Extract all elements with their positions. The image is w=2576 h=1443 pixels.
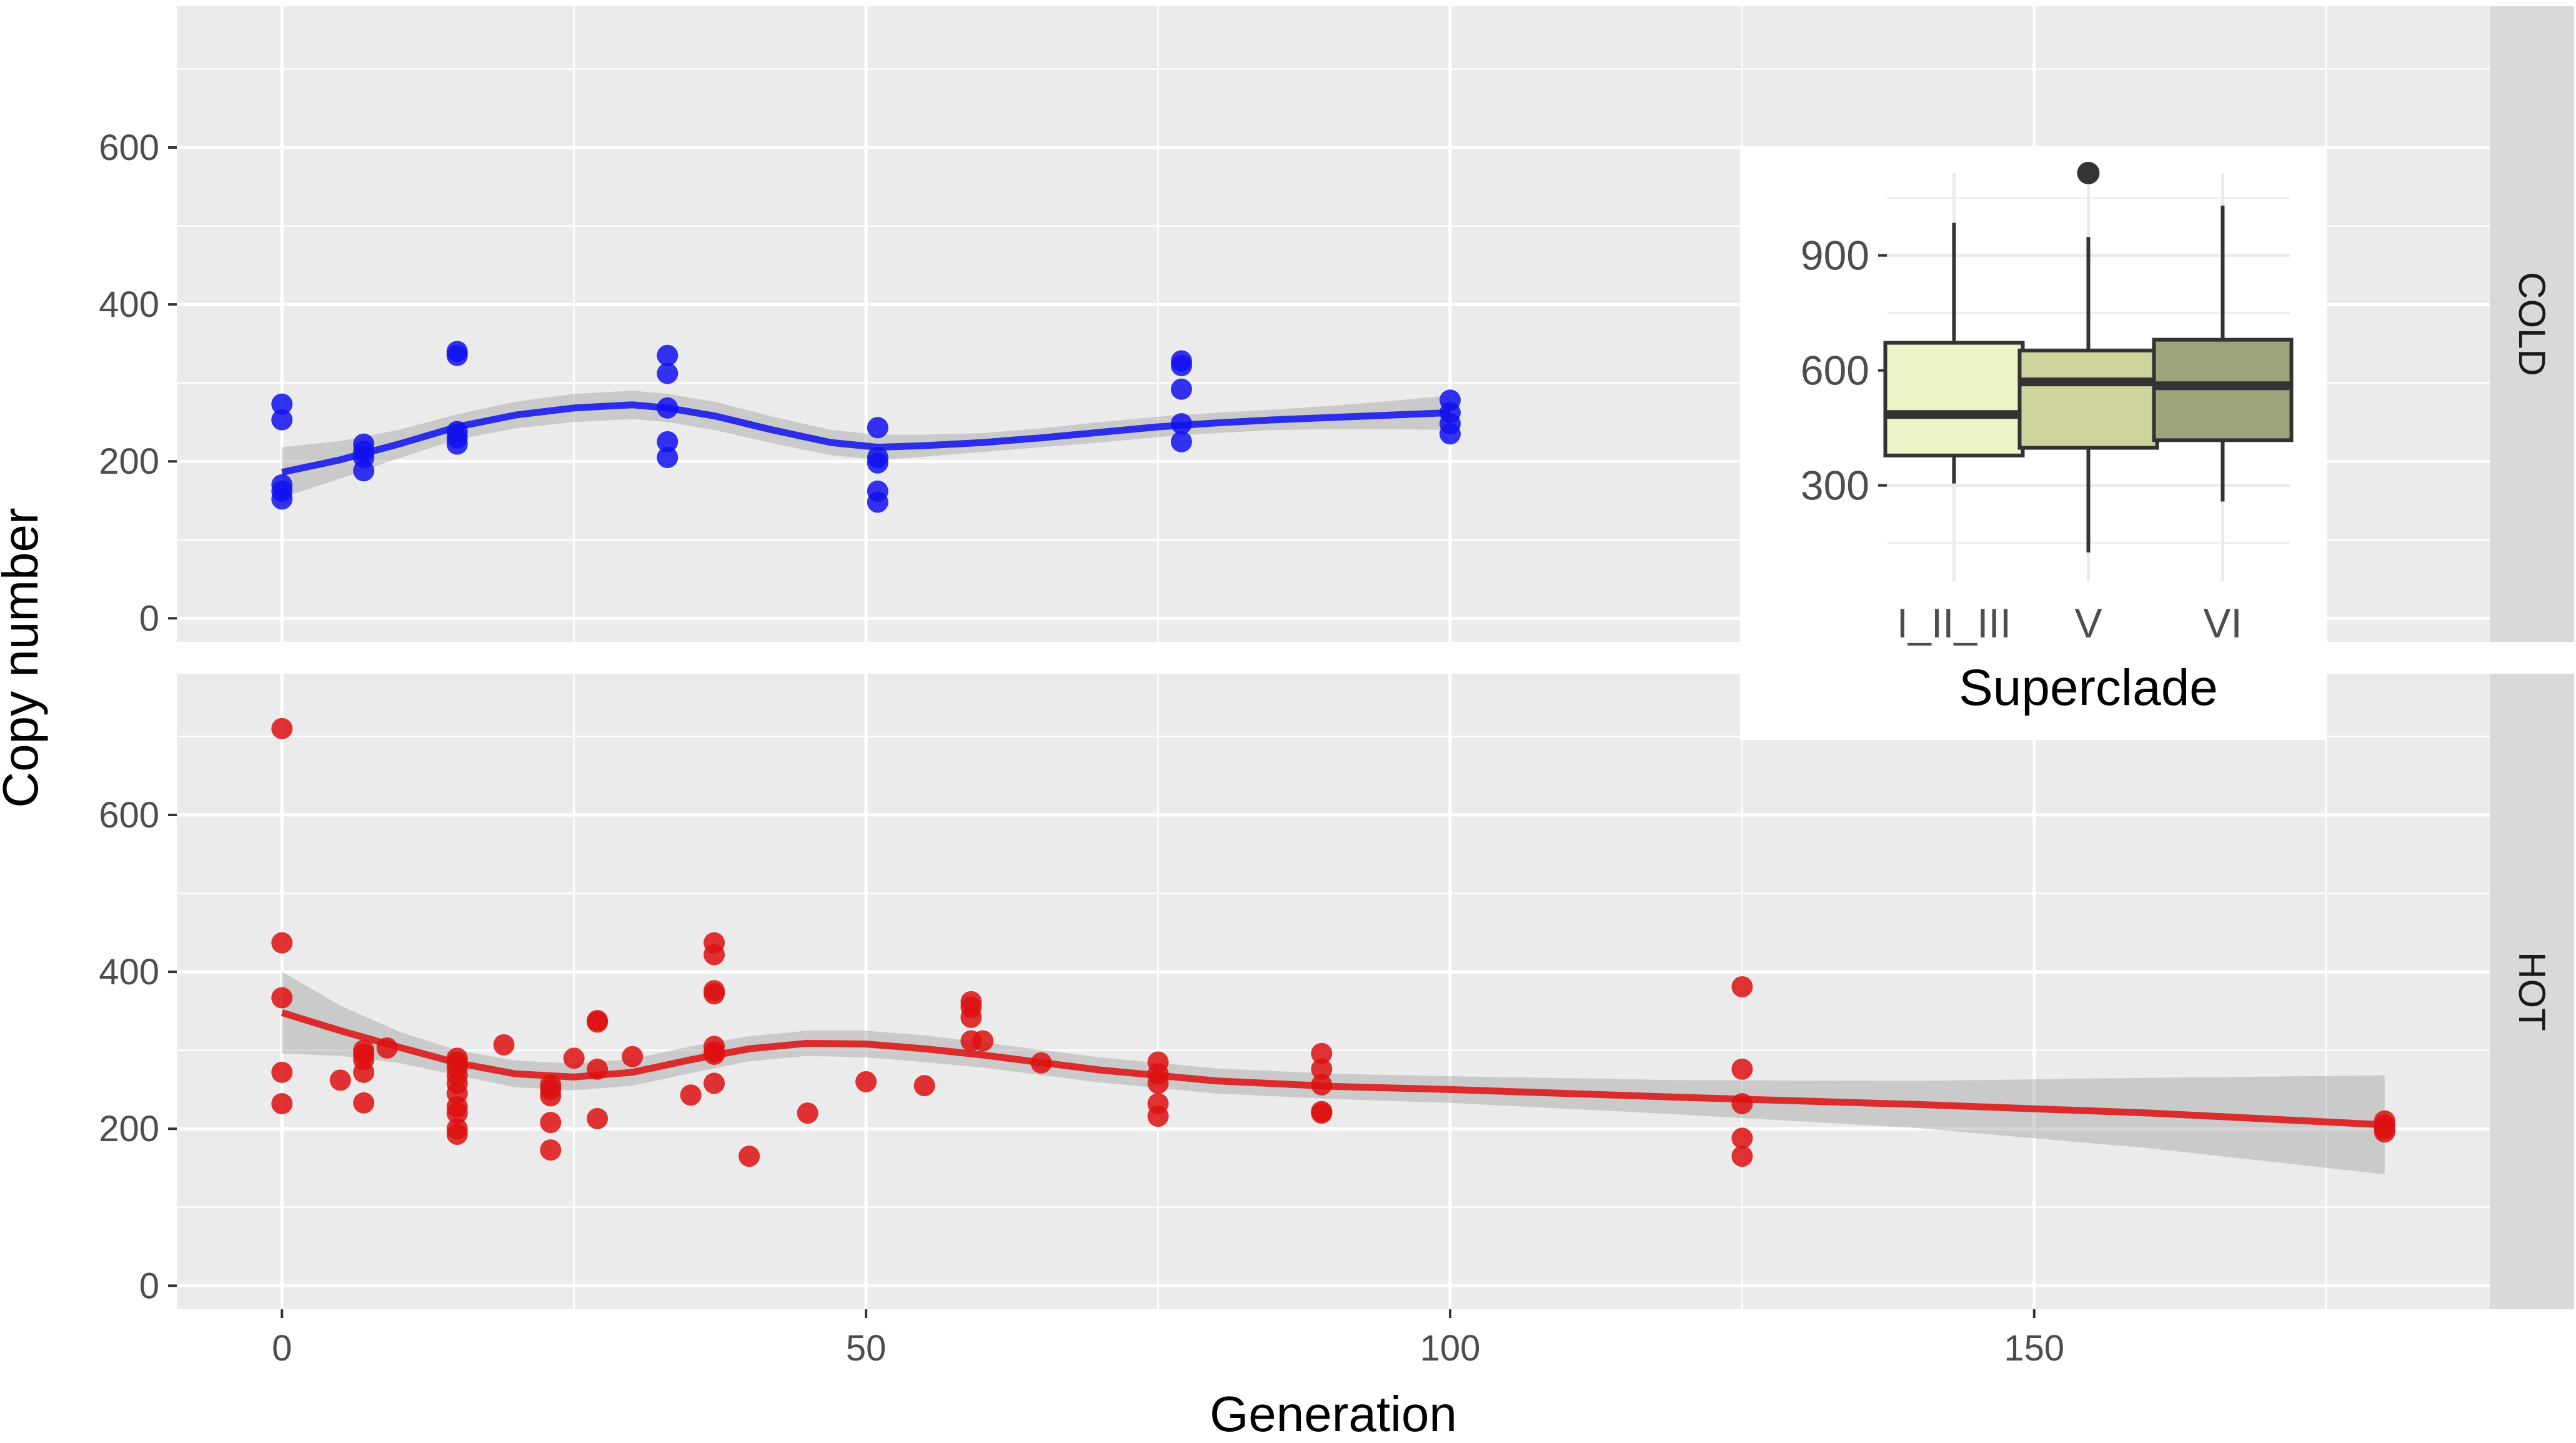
data-point	[271, 409, 293, 431]
data-point	[657, 431, 679, 452]
data-point	[704, 944, 725, 966]
data-point	[657, 362, 679, 384]
data-point	[738, 1146, 760, 1167]
data-point	[446, 1102, 468, 1124]
data-point	[1731, 1127, 1753, 1149]
x-tick-label: 150	[2004, 1328, 2064, 1369]
data-point	[271, 932, 293, 954]
iqr-box	[1883, 341, 2025, 457]
data-point	[704, 1072, 725, 1094]
facet-panel-hot: 0 200 400 600 HOT	[99, 674, 2574, 1309]
data-point	[563, 1047, 585, 1069]
inset-y-tick-label: 900	[1801, 232, 1869, 279]
inset-x-tick-label: V	[2074, 600, 2102, 646]
data-point	[540, 1112, 562, 1134]
data-point	[1170, 355, 1192, 377]
data-point	[493, 1034, 515, 1056]
data-point	[855, 1071, 877, 1092]
y-tick-label: 600	[99, 795, 159, 836]
y-tick-label: 400	[99, 284, 159, 325]
facet-strip-label: HOT	[2511, 952, 2553, 1031]
data-point	[704, 983, 725, 1005]
data-point	[329, 1069, 351, 1091]
y-tick-label: 400	[99, 952, 159, 992]
x-tick-label: 0	[272, 1328, 292, 1369]
data-point	[587, 1107, 609, 1129]
data-point	[960, 1006, 982, 1028]
data-point	[867, 491, 888, 513]
data-point	[1311, 1058, 1333, 1080]
x-tick-label: 100	[1420, 1328, 1481, 1369]
data-point	[1170, 431, 1192, 452]
data-point	[657, 446, 679, 468]
inset-x-tick-label: I_II_III	[1897, 600, 2011, 646]
data-point	[797, 1102, 818, 1124]
y-tick-label: 200	[99, 441, 159, 482]
smooth-line	[281, 401, 1451, 476]
data-point	[867, 452, 888, 474]
smooth-line	[281, 1009, 2385, 1129]
data-point	[1147, 1106, 1169, 1127]
facet-strip	[2490, 6, 2574, 642]
x-tick-label: 50	[846, 1328, 887, 1369]
y-tick-label: 0	[139, 1266, 159, 1306]
confidence-band	[282, 972, 2385, 1174]
y-tick-label: 200	[99, 1109, 159, 1149]
data-point	[913, 1075, 935, 1097]
data-point	[1439, 423, 1461, 445]
inset-y-tick-label: 300	[1801, 462, 1869, 509]
data-point	[1311, 1042, 1333, 1064]
data-point	[1731, 976, 1753, 997]
data-point	[587, 1011, 609, 1033]
facet-strip-label: COLD	[2511, 272, 2553, 376]
y-axis-title: Copy number	[0, 507, 48, 807]
data-point	[271, 393, 293, 415]
box-vi	[2152, 205, 2294, 502]
data-point	[271, 488, 293, 510]
data-point	[353, 1061, 375, 1083]
y-tick-label: 600	[99, 127, 159, 168]
data-point	[1311, 1102, 1333, 1124]
y-tick-label: 0	[139, 598, 159, 639]
facet-strip	[2490, 674, 2574, 1309]
data-point	[353, 460, 375, 482]
data-point	[271, 987, 293, 1009]
data-point	[1731, 1146, 1753, 1167]
data-point	[271, 717, 293, 739]
data-point	[446, 433, 468, 455]
data-point	[540, 1085, 562, 1107]
data-point	[867, 417, 888, 439]
inset-boxplot: 300 600 900 I_II_III V VI Superclade	[1740, 148, 2325, 740]
data-point	[622, 1046, 644, 1067]
data-point	[540, 1139, 562, 1161]
panel-background	[177, 674, 2490, 1309]
data-point	[353, 1092, 375, 1114]
data-point	[271, 1061, 293, 1083]
iqr-box	[2017, 348, 2159, 450]
box-i-ii-iii	[1883, 222, 2025, 484]
data-point	[1731, 1058, 1753, 1080]
inset-x-axis-title: Superclade	[1959, 659, 2218, 716]
data-point	[680, 1084, 702, 1106]
data-point	[446, 1124, 468, 1146]
data-point	[446, 344, 468, 366]
outlier-point	[2077, 161, 2100, 184]
main-chart: 0 200 400 600 COLD 0 200 400 600 HOT 0 50 100 150 Gene…	[0, 6, 2574, 1442]
inset-y-tick-label: 600	[1801, 347, 1869, 394]
data-point	[972, 1030, 994, 1052]
data-point	[657, 344, 679, 366]
box-v	[2017, 161, 2159, 553]
inset-x-tick-label: VI	[2203, 600, 2242, 646]
data-point	[271, 1093, 293, 1115]
data-point	[1170, 378, 1192, 400]
x-axis-title: Generation	[1210, 1386, 1457, 1440]
